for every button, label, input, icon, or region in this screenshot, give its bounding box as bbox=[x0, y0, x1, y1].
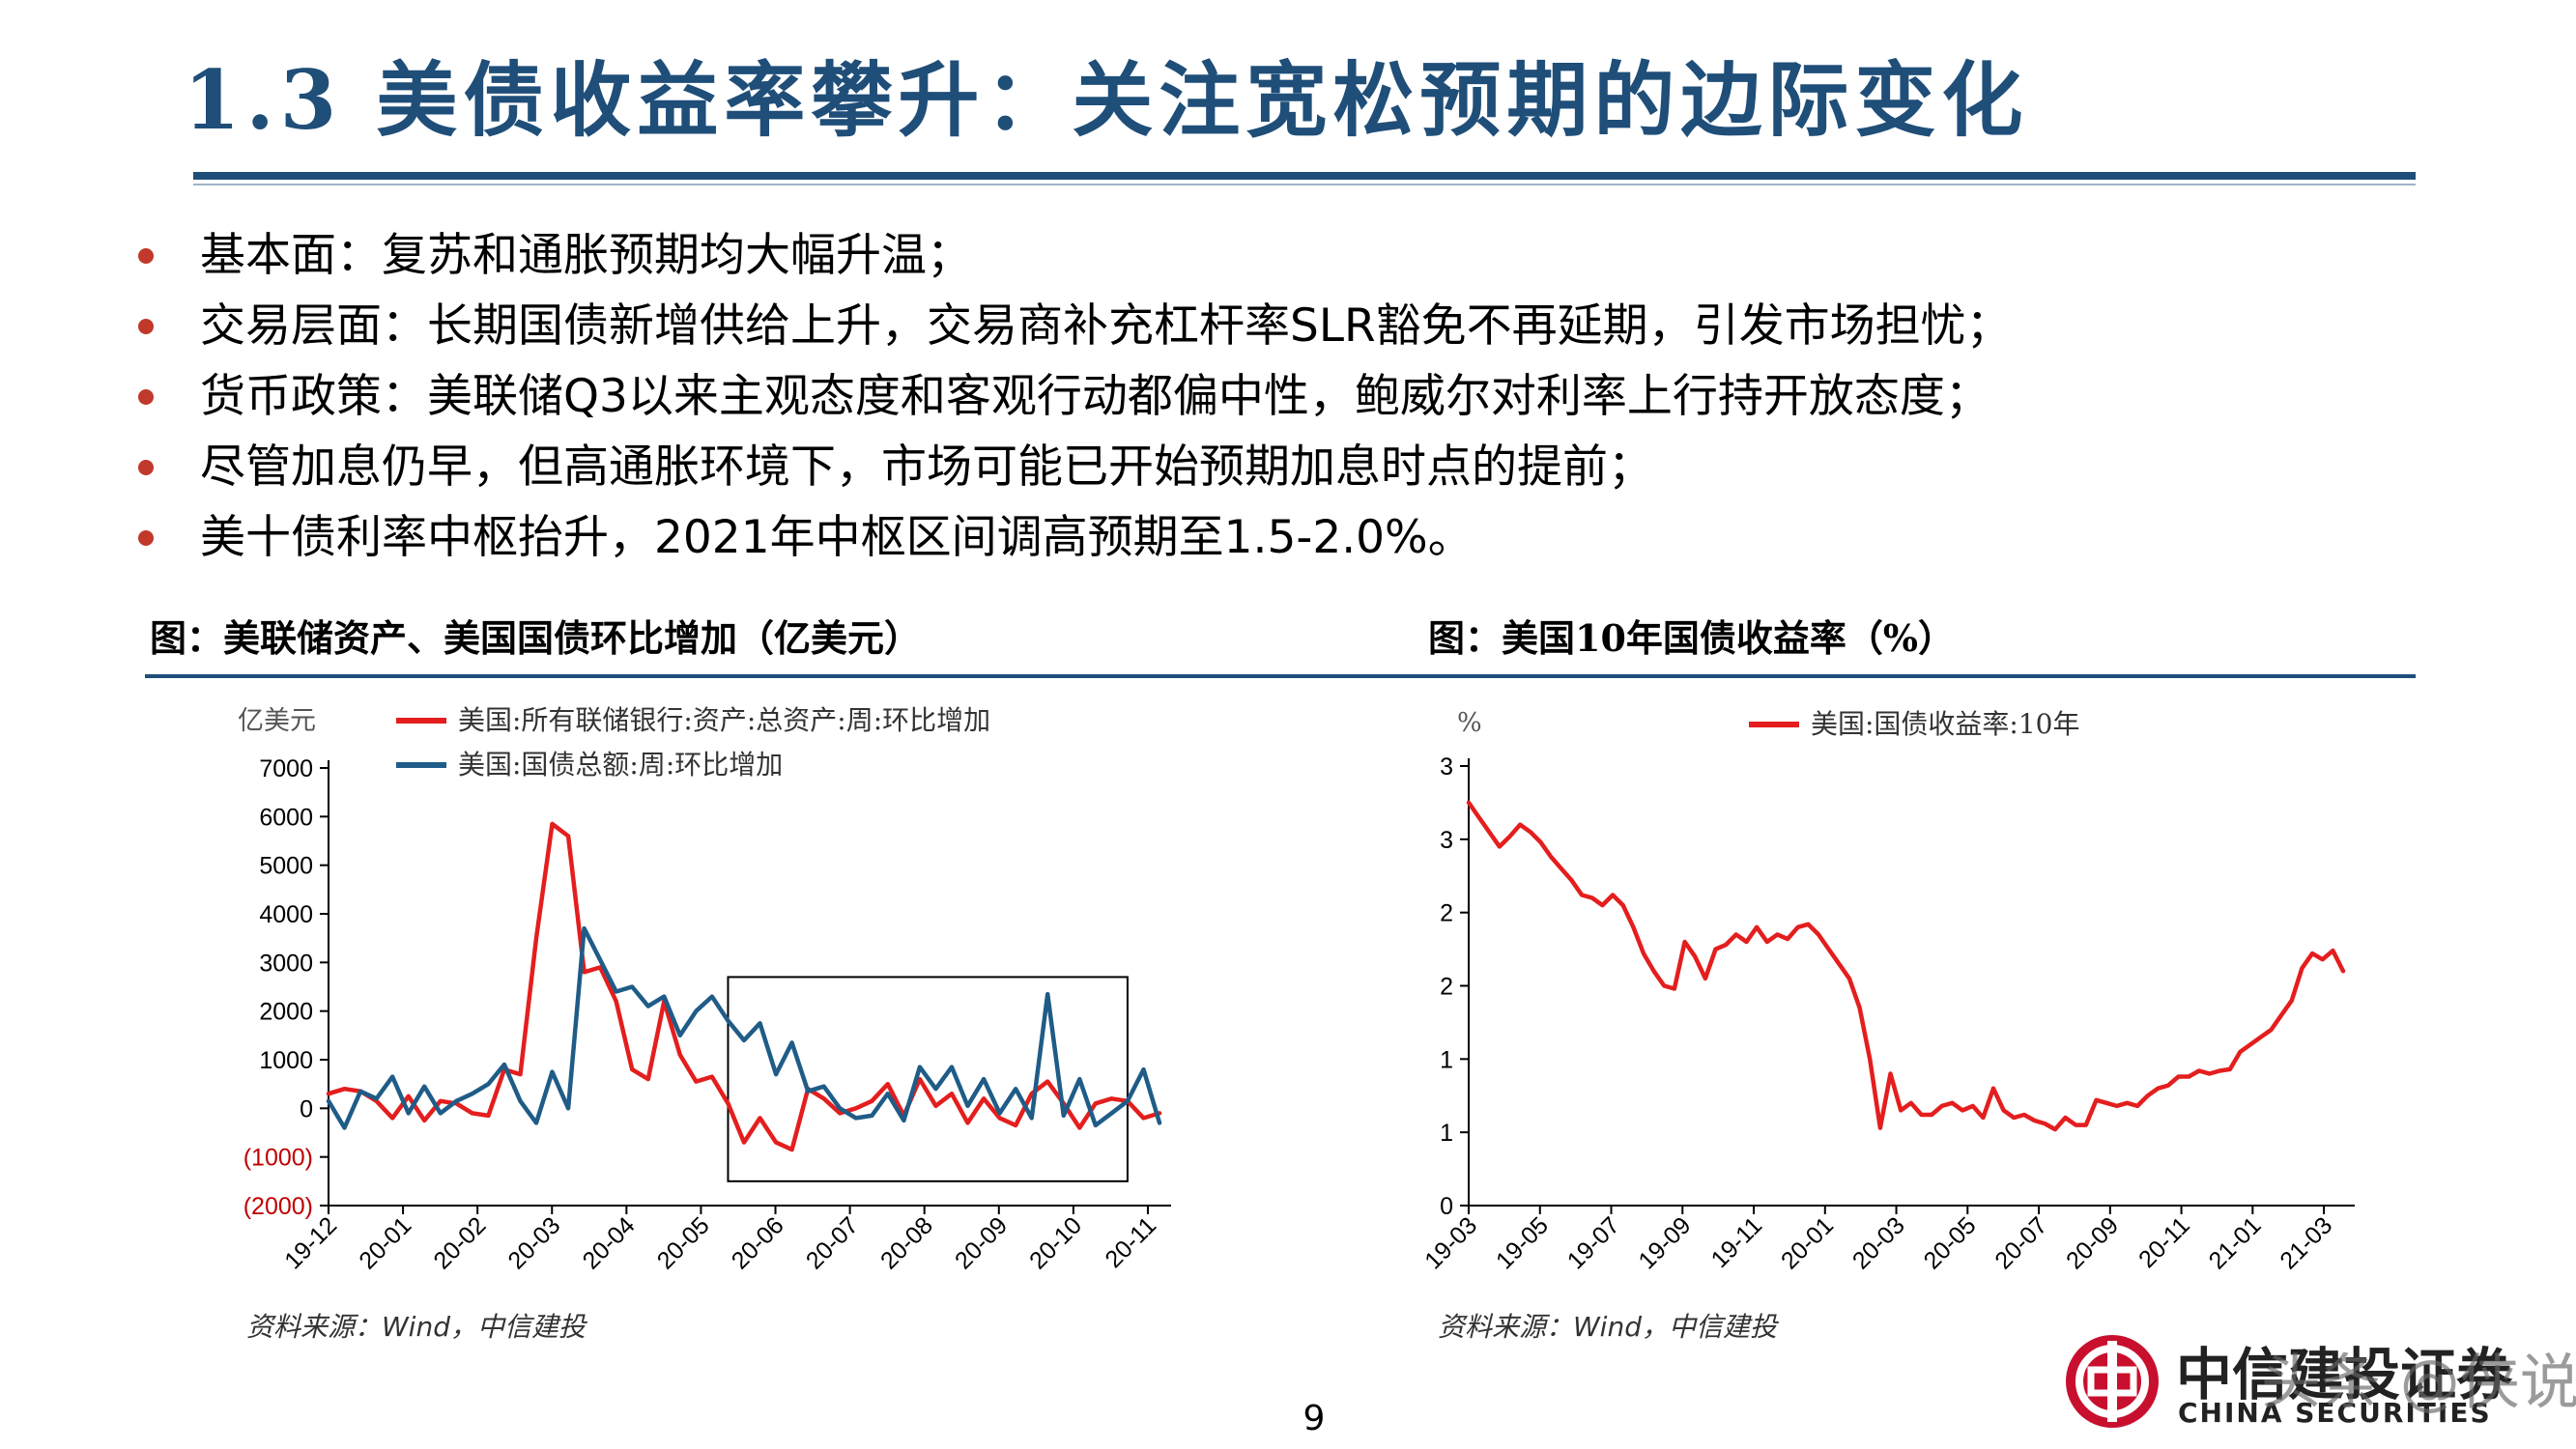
series-line-1 bbox=[326, 821, 1162, 1152]
x-tick-label: 20-07 bbox=[1989, 1211, 2052, 1274]
y-tick-label: 0 bbox=[300, 1095, 313, 1122]
page-number: 9 bbox=[1302, 1399, 1326, 1438]
series-line-1 bbox=[1466, 800, 2346, 1132]
x-tick-label: 19-03 bbox=[1419, 1211, 1482, 1274]
bullet-dot-icon bbox=[138, 319, 154, 334]
x-tick-label: 20-08 bbox=[875, 1211, 938, 1274]
x-tick-label: 20-03 bbox=[1847, 1211, 1910, 1274]
chart-left-source: 资料来源：Wind，中信建投 bbox=[246, 1311, 586, 1343]
y-tick-label: (1000) bbox=[243, 1145, 313, 1172]
y-tick-label: 4000 bbox=[259, 901, 313, 928]
x-tick-label: 20-06 bbox=[727, 1211, 789, 1274]
y-tick-label: 6000 bbox=[259, 804, 313, 831]
x-tick-label: 20-11 bbox=[2133, 1211, 2195, 1273]
x-tick-label: 20-10 bbox=[1024, 1211, 1087, 1274]
y-tick-label: 3000 bbox=[259, 950, 313, 977]
x-tick-label: 20-09 bbox=[2061, 1211, 2124, 1274]
chart-left-caption: 图：美联储资产、美国国债环比增加（亿美元） bbox=[150, 616, 922, 660]
x-tick-label: 20-03 bbox=[502, 1211, 565, 1274]
x-tick-label: 19-12 bbox=[279, 1211, 342, 1274]
company-logo: 中信建投证券 CHINA SECURITIES bbox=[2058, 1323, 2561, 1439]
y-tick-label: 3 bbox=[1440, 753, 1453, 781]
legend-label: 美国:所有联储银行:资产:总资产:周:环比增加 bbox=[458, 704, 990, 736]
y-tick-label: 1000 bbox=[259, 1047, 313, 1074]
x-tick-label: 20-04 bbox=[578, 1211, 641, 1274]
bullet-item: 交易层面：长期国债新增供给上升，交易商补充杠杆率SLR豁免不再延期，引发市场担忧… bbox=[130, 291, 2012, 361]
title-divider-thin bbox=[193, 184, 2416, 185]
y-tick-label: 2000 bbox=[259, 999, 313, 1026]
x-tick-label: 20-09 bbox=[950, 1211, 1013, 1274]
y-tick-label: 2 bbox=[1440, 974, 1453, 1001]
x-tick-label: 21-01 bbox=[2204, 1211, 2267, 1274]
x-tick-label: 20-07 bbox=[801, 1211, 864, 1274]
bullet-item: 美十债利率中枢抬升，2021年中枢区间调高预期至1.5-2.0%。 bbox=[130, 502, 2012, 573]
bullet-dot-icon bbox=[138, 248, 154, 264]
x-tick-label: 20-01 bbox=[1776, 1211, 1839, 1274]
y-tick-label: 2 bbox=[1440, 900, 1453, 927]
y-tick-label: 7000 bbox=[259, 755, 313, 782]
series-line-2 bbox=[326, 925, 1162, 1130]
bullet-item: 尽管加息仍早，但高通胀环境下，市场可能已开始预期加息时点的提前； bbox=[130, 432, 2012, 502]
bullet-dot-icon bbox=[138, 460, 154, 475]
x-tick-label: 19-09 bbox=[1633, 1211, 1696, 1274]
company-logo-icon bbox=[2066, 1335, 2159, 1428]
y-tick-label: 5000 bbox=[259, 853, 313, 880]
bullet-text: 交易层面：长期国债新增供给上升，交易商补充杠杆率SLR豁免不再延期，引发市场担忧… bbox=[200, 299, 2012, 353]
bullet-text: 美十债利率中枢抬升，2021年中枢区间调高预期至1.5-2.0%。 bbox=[200, 511, 1474, 564]
bullet-dot-icon bbox=[138, 530, 154, 546]
company-logo-subtext: CHINA SECURITIES bbox=[2178, 1397, 2492, 1429]
x-tick-label: 20-01 bbox=[354, 1211, 416, 1274]
x-tick-label: 20-05 bbox=[1919, 1211, 1982, 1274]
bullet-text: 货币政策：美联储Q3以来主观态度和客观行动都偏中性，鲍威尔对利率上行持开放态度； bbox=[200, 370, 1990, 423]
caption-divider bbox=[145, 674, 2416, 678]
bullet-item: 货币政策：美联储Q3以来主观态度和客观行动都偏中性，鲍威尔对利率上行持开放态度； bbox=[130, 361, 2012, 432]
y-axis-unit-label: 亿美元 bbox=[238, 706, 316, 736]
x-tick-label: 20-11 bbox=[1100, 1211, 1161, 1273]
x-tick-label: 20-02 bbox=[428, 1211, 491, 1274]
chart-right-source: 资料来源：Wind，中信建投 bbox=[1438, 1311, 1777, 1343]
bullet-list: 基本面：复苏和通胀预期均大幅升温； 交易层面：长期国债新增供给上升，交易商补充杠… bbox=[130, 220, 2012, 573]
y-tick-label: (2000) bbox=[243, 1193, 313, 1220]
bullet-text: 尽管加息仍早，但高通胀环境下，市场可能已开始预期加息时点的提前； bbox=[200, 440, 1653, 494]
x-tick-label: 19-11 bbox=[1706, 1211, 1768, 1273]
page-title: 1.3 美债收益率攀升：关注宽松预期的边际变化 bbox=[184, 52, 2029, 148]
bullet-item: 基本面：复苏和通胀预期均大幅升温； bbox=[130, 220, 2012, 291]
x-tick-label: 20-05 bbox=[652, 1211, 715, 1274]
y-axis-unit-label: % bbox=[1457, 708, 1482, 738]
legend-label: 美国:国债总额:周:环比增加 bbox=[458, 749, 783, 781]
legend-label: 美国:国债收益率:10年 bbox=[1811, 708, 2080, 740]
title-divider bbox=[193, 172, 2416, 180]
bullet-dot-icon bbox=[138, 389, 154, 405]
x-tick-label: 19-05 bbox=[1491, 1211, 1554, 1274]
fed-assets-treasury-chart: 亿美元 7000 6000 5000 4000 3000 2000 1000 0 (1000) (2… bbox=[238, 704, 1171, 1274]
y-tick-label: 1 bbox=[1440, 1120, 1453, 1147]
y-tick-label: 3 bbox=[1440, 827, 1453, 854]
y-tick-label: 1 bbox=[1440, 1046, 1453, 1073]
company-logo-text: 中信建投证券 bbox=[2176, 1342, 2513, 1407]
y-tick-label: 0 bbox=[1440, 1193, 1453, 1220]
x-tick-label: 21-03 bbox=[2275, 1211, 2337, 1274]
watermark: 头条 @侠说 bbox=[2261, 1347, 2576, 1417]
highlight-box bbox=[727, 976, 1129, 1182]
x-tick-label: 19-07 bbox=[1562, 1211, 1625, 1274]
bullet-text: 基本面：复苏和通胀预期均大幅升温； bbox=[200, 229, 972, 282]
chart-right-caption: 图：美国10年国债收益率（%） bbox=[1428, 616, 1955, 660]
